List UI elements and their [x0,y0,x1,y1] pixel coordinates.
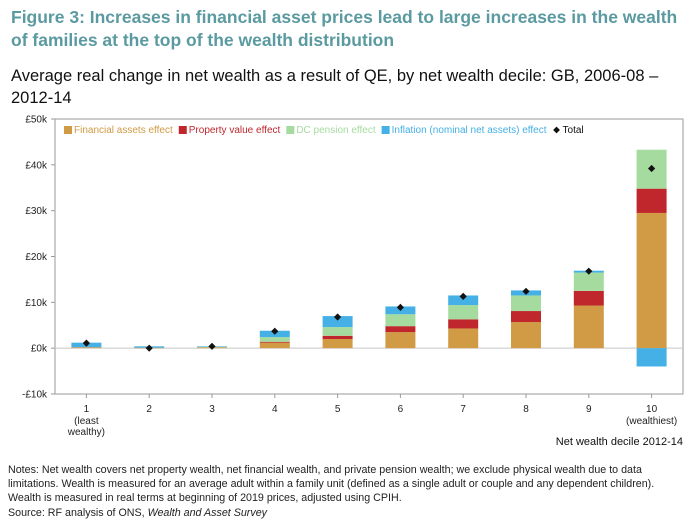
bar-segment-s2-d10 [636,188,667,213]
notes: Notes: Net wealth covers net property we… [8,463,690,520]
source-survey: Wealth and Asset Survey [147,506,267,519]
legend-label-4: Inflation (nominal net assets) effect [392,125,547,136]
x-tick-sublabel: (least [74,416,99,427]
y-tick-label: £10k [25,298,48,309]
y-tick-label: £0k [31,344,48,355]
legend-label-2: Property value effect [189,125,281,136]
total-marker-d5 [334,313,342,321]
x-tick-label: 5 [335,404,341,415]
legend-swatch-1 [64,126,72,134]
plot-frame [54,118,684,395]
x-tick-label: 8 [523,404,529,415]
x-tick-label: 10 [646,404,658,415]
bar-segment-s3-d7 [448,305,479,320]
chart: -£10k £0k £10k £20k £30k £40k £50k 1(leastwealt… [22,115,684,448]
chart-subtitle: Average real change in net wealth as a r… [11,67,659,107]
x-tick-sublabel: (wealthiest) [626,416,677,427]
source-line: Source: RF analysis of ONS, Wealth and A… [8,506,690,520]
bar-segment-s4-d5 [322,316,353,328]
legend-swatch-4 [381,126,390,134]
legend-label-5: Total [563,125,584,136]
bar-segment-s1-d7 [448,328,479,349]
y-tick-label: -£10k [22,390,48,401]
total-marker-d9 [585,267,593,275]
y-tick-label: £40k [25,160,48,171]
x-tick-label: 1 [84,404,90,415]
x-tick-label: 4 [272,404,278,415]
bar-segment-s3-d4 [259,337,290,342]
x-tick-label: 7 [460,404,466,415]
bar-segment-s1-d10 [636,212,667,349]
bar-segment-s3-d6 [385,314,416,327]
bar-segment-s2-d7 [448,319,479,329]
bar-segment-s2-d8 [511,311,541,323]
bar-segment-s3-d9 [573,272,604,291]
y-tick-label: £30k [25,206,48,217]
total-marker-d6 [396,303,404,311]
y-tick-label: £20k [25,252,48,263]
x-tick-sublabel: wealthy) [67,427,105,438]
total-marker-d7 [459,292,467,300]
bar-segment-s1-d4 [259,342,290,349]
bar-segment-s2-d5 [322,335,353,339]
total-marker-d8 [522,287,530,295]
x-axis-title: Net wealth decile 2012-14 [556,436,683,448]
bar-segment-s1-d6 [385,332,416,349]
notes-text: Notes: Net wealth covers net property we… [8,464,655,505]
legend-swatch-3 [286,126,295,134]
y-tick-label: £50k [25,115,48,126]
legend-label-3: DC pension effect [296,125,376,136]
bar-segment-s1-d9 [573,305,604,349]
total-marker-d10 [648,164,656,173]
bar-segment-s1-d8 [511,322,541,349]
bar-segment-s2-d4 [259,341,290,343]
x-tick-label: 2 [146,404,152,415]
bar-segment-s1-d5 [322,339,353,349]
figure-title: Figure 3: Increases in financial asset p… [11,7,678,50]
total-marker-d2 [145,344,153,352]
bar-segment-s4-d7 [448,295,479,306]
total-marker-d1 [82,339,90,347]
total-marker-d3 [208,342,216,350]
bar-segment-s2-d9 [573,290,604,306]
source-prefix: Source: RF analysis of ONS, [8,506,148,519]
legend-label-1: Financial assets effect [74,125,173,136]
bar-segment-s3-d8 [511,295,541,312]
legend-swatch-2 [178,126,187,134]
x-tick-label: 3 [209,404,215,415]
bar-segment-s2-d6 [385,326,416,333]
bar-segment-s4-d10 [636,348,667,367]
x-tick-label: 9 [586,404,592,415]
bar-segment-s3-d5 [322,327,353,336]
x-tick-label: 6 [398,404,404,415]
legend-swatch-total [553,126,560,134]
total-marker-d4 [271,327,279,335]
bar-segment-s1-d1 [71,347,102,349]
